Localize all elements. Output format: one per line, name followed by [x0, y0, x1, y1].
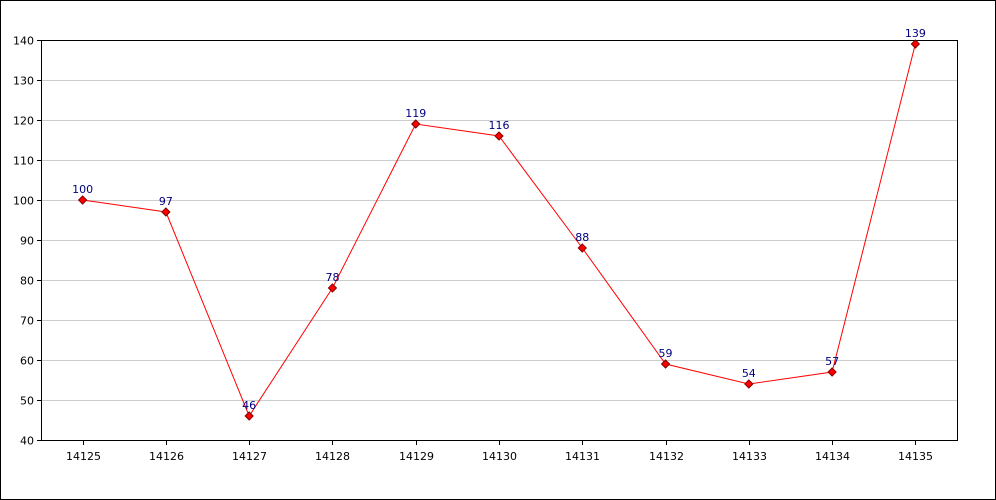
- x-tick-label: 14130: [482, 450, 517, 463]
- x-tick-label: 14129: [399, 450, 434, 463]
- data-label: 54: [742, 367, 756, 380]
- x-tick-label: 14132: [649, 450, 684, 463]
- y-tick-label: 60: [20, 355, 34, 368]
- data-label: 88: [575, 231, 589, 244]
- x-tick-label: 14125: [66, 450, 101, 463]
- data-point-marker: [411, 119, 421, 129]
- data-label: 116: [489, 119, 510, 132]
- data-labels: 100 97 46 78 119 116 88 59 54 57 139: [72, 27, 926, 412]
- y-tick-label: 130: [13, 75, 34, 88]
- x-axis: 14125 14126 14127 14128 14129 14130 14131 14132…: [66, 440, 933, 463]
- data-point-marker: [327, 283, 338, 293]
- y-axis: 40 50 60 70 80 90 100 110 120 130 140: [13, 35, 41, 448]
- x-tick-label: 14133: [732, 450, 767, 463]
- data-label: 57: [825, 355, 839, 368]
- data-point-marker: [494, 131, 504, 141]
- y-tick-label: 120: [13, 115, 34, 128]
- data-point-marker: [161, 207, 171, 217]
- y-tick-label: 140: [13, 35, 34, 48]
- data-label: 78: [325, 271, 339, 284]
- data-label: 97: [159, 195, 173, 208]
- x-tick-label: 14135: [898, 450, 933, 463]
- y-tick-label: 50: [20, 395, 34, 408]
- x-tick-label: 14126: [149, 450, 184, 463]
- y-tick-label: 100: [13, 195, 34, 208]
- y-tick-label: 90: [20, 235, 34, 248]
- data-label: 59: [659, 347, 673, 360]
- x-tick-label: 14131: [565, 450, 600, 463]
- y-tick-label: 110: [13, 155, 34, 168]
- data-point-marker: [77, 195, 88, 205]
- data-label: 119: [405, 107, 426, 120]
- data-point-marker: [577, 243, 587, 253]
- data-label: 46: [242, 399, 256, 412]
- data-point-marker: [244, 411, 254, 421]
- data-point-marker: [827, 367, 837, 377]
- data-point-marker: [660, 359, 671, 369]
- data-label: 100: [72, 183, 93, 196]
- y-tick-label: 80: [20, 275, 34, 288]
- y-tick-label: 70: [20, 315, 34, 328]
- y-tick-label: 40: [20, 435, 34, 448]
- series-layer: [77, 39, 921, 421]
- x-tick-label: 14127: [232, 450, 267, 463]
- data-point-marker: [910, 39, 921, 49]
- data-label: 139: [905, 27, 926, 40]
- x-tick-label: 14134: [815, 450, 850, 463]
- data-point-marker: [744, 379, 754, 389]
- x-tick-label: 14128: [315, 450, 350, 463]
